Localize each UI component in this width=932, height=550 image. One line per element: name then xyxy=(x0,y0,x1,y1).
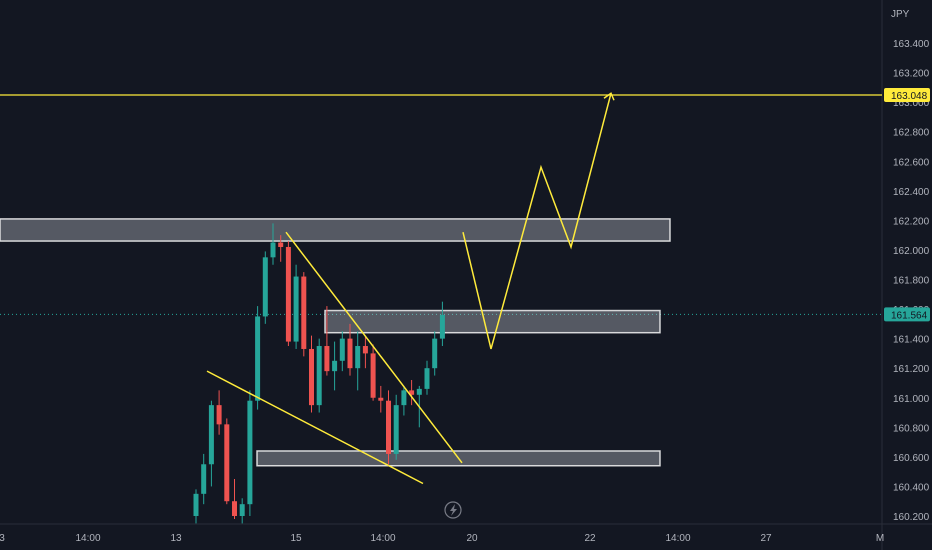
target-price-badge: 163.048 xyxy=(884,88,930,103)
time-tick: 22 xyxy=(584,533,596,544)
price-tick: 161.000 xyxy=(893,394,930,405)
candle-body xyxy=(270,242,276,258)
currency-label: JPY xyxy=(891,9,910,20)
candle-body xyxy=(301,276,307,349)
price-tick: 161.200 xyxy=(893,364,930,375)
price-tick: 161.400 xyxy=(893,335,930,346)
price-tick: 160.800 xyxy=(893,423,930,434)
lightning-icon[interactable] xyxy=(444,501,462,519)
candle-body xyxy=(239,504,245,516)
candle-body xyxy=(262,257,268,317)
time-tick: 14:00 xyxy=(75,533,100,544)
candle-body xyxy=(232,501,237,516)
price-tick: 162.000 xyxy=(893,246,930,257)
candle-body xyxy=(339,338,345,361)
time-tick: 13 xyxy=(170,533,182,544)
time-tick: 27 xyxy=(760,533,772,544)
zone-rect xyxy=(324,309,661,334)
candle-body xyxy=(285,246,291,342)
candle-body xyxy=(401,390,407,406)
current-price-label: 161.564 xyxy=(891,310,928,321)
price-tick: 160.200 xyxy=(893,512,930,523)
price-tick: 163.000 xyxy=(893,98,930,109)
time-tick: 14:00 xyxy=(370,533,395,544)
candle-body xyxy=(393,405,399,454)
wedge-upper-trendline xyxy=(285,231,463,464)
zones xyxy=(0,218,671,467)
candle-body xyxy=(201,464,207,494)
candle-body xyxy=(255,316,261,401)
candle-body xyxy=(362,346,368,354)
drawings xyxy=(206,92,615,485)
time-tick: 20 xyxy=(466,533,478,544)
candle-body xyxy=(347,338,353,369)
price-tick: 160.600 xyxy=(893,453,930,464)
candles xyxy=(193,223,445,524)
candle-body xyxy=(378,397,384,401)
price-tick: 162.200 xyxy=(893,216,930,227)
candle-body xyxy=(370,353,376,398)
time-tick: 3 xyxy=(0,533,5,544)
price-axis[interactable]: 163.400 163.200 163.000 162.800 162.600 162.4… xyxy=(893,39,930,523)
time-tick: 15 xyxy=(290,533,302,544)
candle-body xyxy=(208,405,214,465)
price-tick: 162.600 xyxy=(893,157,930,168)
candle-body xyxy=(293,276,299,342)
candle-body xyxy=(247,400,253,505)
price-tick: 162.400 xyxy=(893,187,930,198)
arrow-head xyxy=(603,92,615,101)
wedge-lower-trendline xyxy=(206,370,424,485)
price-tick: 160.400 xyxy=(893,482,930,493)
candle-body xyxy=(432,338,438,369)
candle-body xyxy=(424,368,430,389)
projection-path xyxy=(462,93,612,350)
candle-body xyxy=(278,242,284,247)
price-tick: 162.800 xyxy=(893,128,930,139)
candle-body xyxy=(224,424,230,502)
time-tick: 14:00 xyxy=(665,533,690,544)
time-axis[interactable]: 3 14:00 13 15 14:00 20 22 14:00 27 M xyxy=(0,533,884,544)
candle-body xyxy=(332,360,338,372)
candle-body xyxy=(216,405,222,425)
price-tick: 163.200 xyxy=(893,69,930,80)
candle-body xyxy=(355,346,361,369)
zone-rect xyxy=(0,218,671,242)
time-tick: M xyxy=(876,533,884,544)
candle-body xyxy=(439,314,445,339)
candle-body xyxy=(324,346,330,372)
candle-body xyxy=(193,493,199,516)
candle-body xyxy=(309,348,314,406)
current-price-badge: 161.564 xyxy=(884,307,930,322)
candle-body xyxy=(409,390,415,395)
target-price-label: 163.048 xyxy=(891,91,928,102)
candle-body xyxy=(386,400,391,454)
candle-body xyxy=(316,346,322,406)
candle-body xyxy=(416,388,422,395)
price-tick: 163.400 xyxy=(893,39,930,50)
price-tick: 161.800 xyxy=(893,276,930,287)
